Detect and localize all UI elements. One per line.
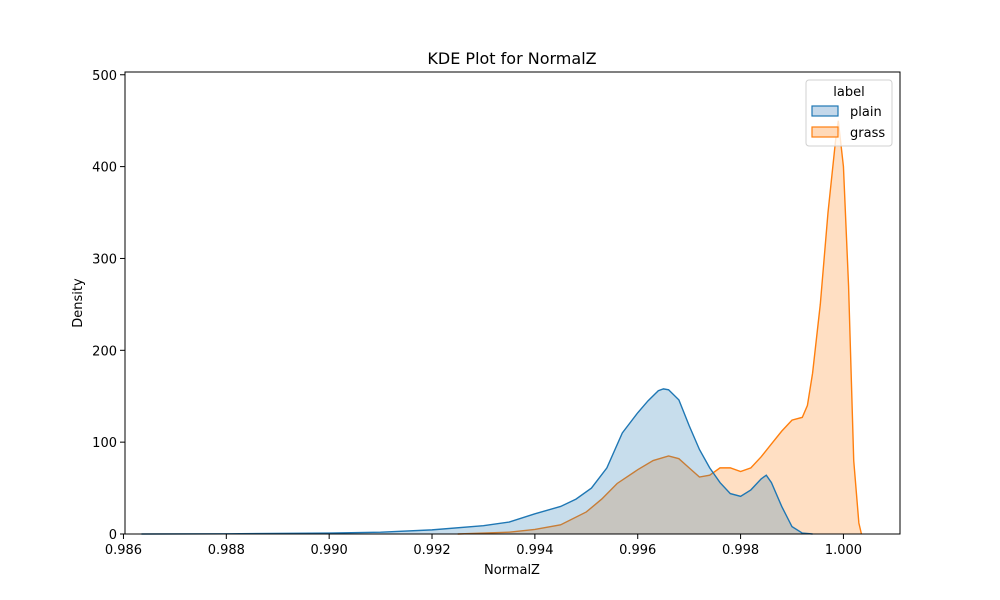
legend-label-plain: plain [850, 105, 882, 120]
x-tick-label: 0.998 [722, 543, 759, 558]
y-axis-label: Density [71, 278, 86, 328]
y-tick-label: 300 [92, 252, 117, 267]
y-axis: 0 100 200 300 400 500 [92, 69, 125, 543]
x-tick-label: 0.992 [413, 543, 450, 558]
x-tick-label: 1.000 [825, 543, 862, 558]
y-tick-label: 0 [109, 528, 117, 543]
y-tick-label: 100 [92, 436, 117, 451]
legend-title: label [833, 85, 864, 100]
kde-area-plain [141, 388, 813, 534]
x-tick-label: 0.988 [208, 543, 245, 558]
legend-label-grass: grass [850, 126, 885, 141]
x-tick-label: 0.994 [516, 543, 553, 558]
x-axis-label: NormalZ [484, 563, 540, 578]
y-tick-label: 500 [92, 69, 117, 84]
legend-swatch-grass [811, 126, 839, 138]
plot-frame [124, 71, 901, 535]
x-tick-label: 0.986 [105, 543, 142, 558]
y-tick-label: 400 [92, 161, 117, 176]
y-tick-label: 200 [92, 344, 117, 359]
x-tick-label: 0.996 [619, 543, 656, 558]
kde-area-grass [457, 120, 862, 535]
chart-title: KDE Plot for NormalZ [427, 49, 596, 68]
legend-swatch-plain [811, 105, 839, 117]
x-axis: 0.986 0.988 0.990 0.992 0.994 0.996 0.998 1.000 [105, 534, 862, 558]
x-tick-label: 0.990 [311, 543, 348, 558]
legend: label plain grass [805, 79, 893, 147]
plot-area [141, 120, 863, 535]
kde-line-plain [141, 388, 813, 535]
